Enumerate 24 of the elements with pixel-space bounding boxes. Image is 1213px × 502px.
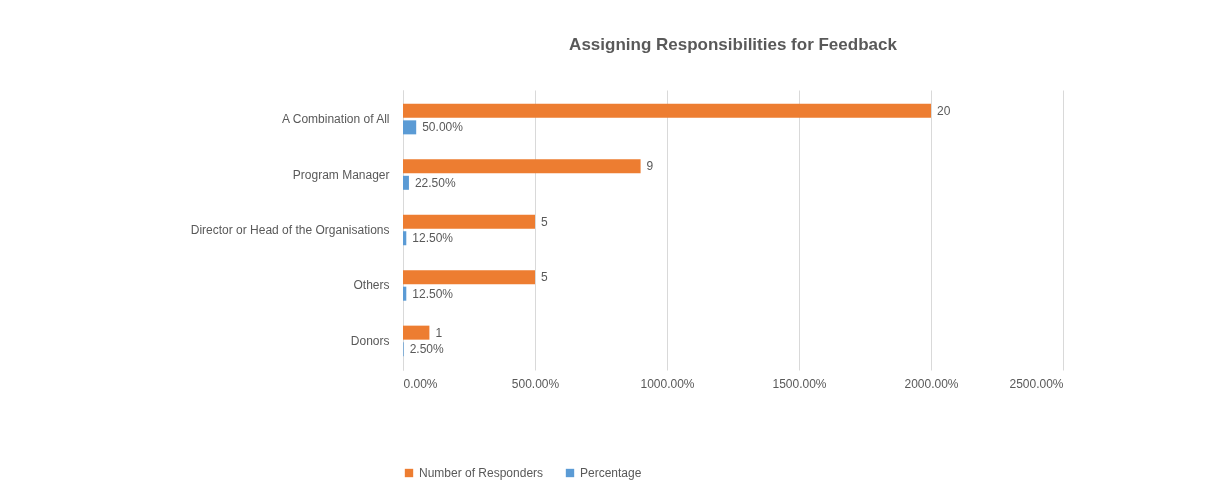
legend-label: Percentage: [580, 466, 642, 480]
x-tick-label: 2500.00%: [1009, 376, 1064, 391]
data-label: 22.50%: [414, 175, 456, 190]
legend-label: Number of Responders: [419, 466, 544, 480]
data-label: 12.50%: [412, 231, 454, 246]
data-label: 2.50%: [409, 342, 445, 357]
data-label: 9: [646, 159, 654, 174]
x-tick-label: 500.00%: [511, 376, 560, 391]
x-tick-label: 1000.00%: [640, 376, 695, 391]
x-tick-label: 2000.00%: [904, 376, 959, 391]
y-tick-label: Director or Head of the Organisations: [190, 223, 390, 237]
y-tick-label: A Combination of All: [282, 112, 390, 127]
data-label: 12.50%: [412, 286, 454, 301]
x-tick-label: 0.00%: [403, 376, 438, 391]
data-label: 1: [435, 325, 443, 340]
chart-title: Assigning Responsibilities for Feedback: [569, 35, 898, 54]
data-label: 5: [541, 214, 548, 229]
y-tick-label: Donors: [350, 333, 390, 348]
y-tick-label: Others: [353, 278, 390, 293]
data-label: 50.00%: [422, 120, 464, 135]
data-label: 5: [541, 270, 548, 285]
y-tick-label: Program Manager: [292, 167, 390, 182]
data-label: 20: [937, 103, 951, 118]
x-tick-label: 1500.00%: [772, 376, 827, 391]
